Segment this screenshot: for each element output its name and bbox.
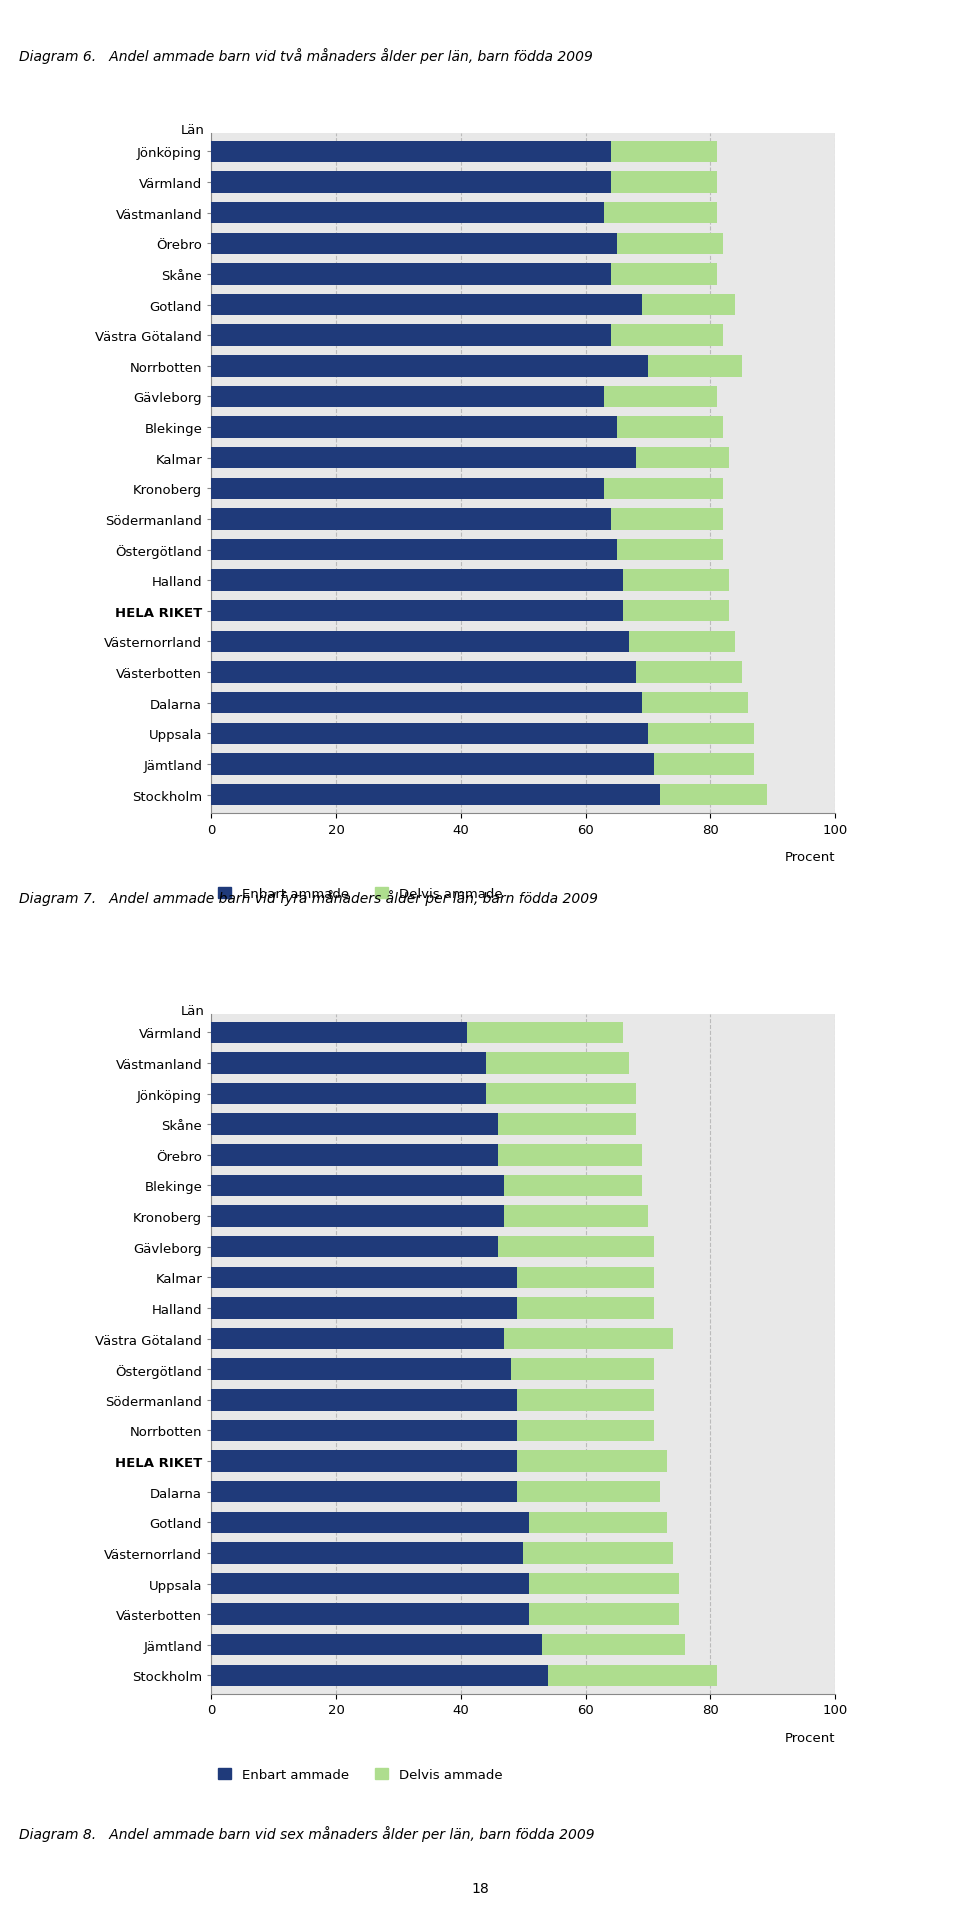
Bar: [211, 264, 611, 285]
Bar: [211, 1328, 505, 1349]
Bar: [211, 1635, 542, 1656]
Bar: [211, 1267, 516, 1288]
Bar: [211, 1512, 530, 1533]
Bar: [641, 295, 735, 316]
Bar: [467, 1022, 623, 1043]
Bar: [211, 693, 641, 714]
Bar: [211, 1114, 498, 1135]
Bar: [530, 1573, 680, 1594]
Bar: [211, 1206, 505, 1227]
Bar: [516, 1390, 655, 1411]
Bar: [623, 601, 730, 622]
Text: Län: Län: [181, 124, 204, 138]
Bar: [211, 1481, 516, 1502]
Bar: [211, 295, 641, 316]
Bar: [548, 1665, 716, 1686]
Bar: [211, 1420, 516, 1441]
Bar: [611, 509, 723, 530]
Bar: [616, 417, 723, 438]
Bar: [211, 1022, 467, 1043]
Text: Procent: Procent: [784, 1732, 835, 1744]
Bar: [605, 203, 716, 224]
Bar: [211, 172, 611, 193]
Bar: [211, 540, 616, 561]
Bar: [648, 723, 755, 745]
Text: 18: 18: [471, 1881, 489, 1895]
Bar: [516, 1481, 660, 1502]
Bar: [211, 662, 636, 683]
Text: Diagram 7.   Andel ammade barn vid fyra månaders ålder per län, barn födda 2009: Diagram 7. Andel ammade barn vid fyra må…: [19, 890, 598, 905]
Bar: [636, 662, 741, 683]
Bar: [660, 785, 767, 806]
Bar: [211, 1053, 486, 1074]
Bar: [498, 1145, 641, 1166]
Bar: [211, 203, 605, 224]
Bar: [211, 754, 655, 775]
Bar: [530, 1512, 666, 1533]
Bar: [211, 325, 611, 346]
Bar: [498, 1236, 655, 1257]
Bar: [516, 1451, 666, 1472]
Text: Diagram 8.   Andel ammade barn vid sex månaders ålder per län, barn födda 2009: Diagram 8. Andel ammade barn vid sex mån…: [19, 1826, 595, 1841]
Bar: [211, 632, 630, 653]
Bar: [611, 264, 716, 285]
Bar: [211, 1175, 505, 1196]
Bar: [211, 234, 616, 255]
Bar: [505, 1206, 648, 1227]
Bar: [486, 1053, 630, 1074]
Bar: [211, 1083, 486, 1104]
Bar: [505, 1175, 641, 1196]
Bar: [605, 387, 716, 408]
Bar: [611, 172, 716, 193]
Bar: [211, 1604, 530, 1625]
Bar: [486, 1083, 636, 1104]
Bar: [211, 387, 605, 408]
Bar: [211, 417, 616, 438]
Bar: [211, 448, 636, 469]
Bar: [641, 693, 748, 714]
Bar: [211, 1298, 516, 1319]
Bar: [211, 1573, 530, 1594]
Bar: [616, 540, 723, 561]
Legend: Enbart ammade, Delvis ammade: Enbart ammade, Delvis ammade: [218, 1769, 502, 1782]
Bar: [611, 325, 723, 346]
Bar: [211, 785, 660, 806]
Bar: [211, 723, 648, 745]
Legend: Enbart ammade, Delvis ammade: Enbart ammade, Delvis ammade: [218, 888, 502, 901]
Bar: [211, 356, 648, 377]
Bar: [523, 1543, 673, 1564]
Bar: [211, 1390, 516, 1411]
Bar: [211, 478, 605, 500]
Bar: [516, 1298, 655, 1319]
Bar: [655, 754, 755, 775]
Bar: [498, 1114, 636, 1135]
Text: Diagram 6.   Andel ammade barn vid två månaders ålder per län, barn födda 2009: Diagram 6. Andel ammade barn vid två mån…: [19, 48, 593, 63]
Bar: [623, 570, 730, 591]
Bar: [648, 356, 741, 377]
Bar: [211, 601, 623, 622]
Bar: [636, 448, 730, 469]
Bar: [505, 1328, 673, 1349]
Bar: [530, 1604, 680, 1625]
Bar: [211, 1236, 498, 1257]
Bar: [605, 478, 723, 500]
Bar: [542, 1635, 685, 1656]
Bar: [511, 1359, 655, 1380]
Bar: [630, 632, 735, 653]
Bar: [516, 1267, 655, 1288]
Bar: [211, 509, 611, 530]
Bar: [211, 1359, 511, 1380]
Bar: [616, 234, 723, 255]
Bar: [211, 570, 623, 591]
Bar: [211, 1665, 548, 1686]
Bar: [211, 1145, 498, 1166]
Text: Procent: Procent: [784, 852, 835, 863]
Bar: [211, 1451, 516, 1472]
Bar: [516, 1420, 655, 1441]
Text: Län: Län: [181, 1005, 204, 1018]
Bar: [211, 142, 611, 163]
Bar: [211, 1543, 523, 1564]
Bar: [611, 142, 716, 163]
